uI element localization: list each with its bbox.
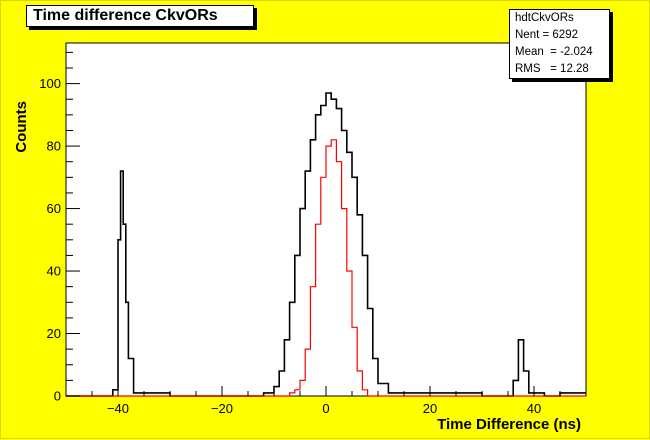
y-tick-label-1: 20 (47, 326, 61, 341)
stats-rms: RMS = 12.28 (515, 63, 589, 75)
y-tick-label-2: 40 (47, 264, 61, 279)
series-1-line (66, 139, 586, 397)
y-axis-label: Counts (13, 101, 30, 153)
x-tick-label-4: 40 (527, 401, 541, 416)
stats-name: hdtCkvORs (515, 12, 574, 24)
y-tick-label-0: 0 (54, 389, 61, 404)
axis-layer: −40 −20 0 20 40 0 20 40 60 80 100 (39, 51, 587, 416)
x-tick-label-2: 0 (322, 401, 329, 416)
y-tick-label-3: 60 (47, 201, 61, 216)
x-tick-label-1: −20 (211, 401, 233, 416)
chart-title: Time difference CkvORs (26, 5, 254, 27)
x-axis-label: Time Difference (ns) (437, 416, 581, 433)
y-tick-label-5: 100 (39, 76, 61, 91)
y-tick-label-4: 80 (47, 139, 61, 154)
stats-entries: Nent = 6292 (515, 29, 578, 41)
x-tick-label-0: −40 (107, 401, 129, 416)
stats-box: hdtCkvORs Nent = 6292 Mean = -2.024 RMS … (509, 9, 610, 79)
stats-mean: Mean = -2.024 (515, 46, 593, 58)
x-tick-label-3: 20 (423, 401, 437, 416)
series-layer (66, 92, 586, 397)
